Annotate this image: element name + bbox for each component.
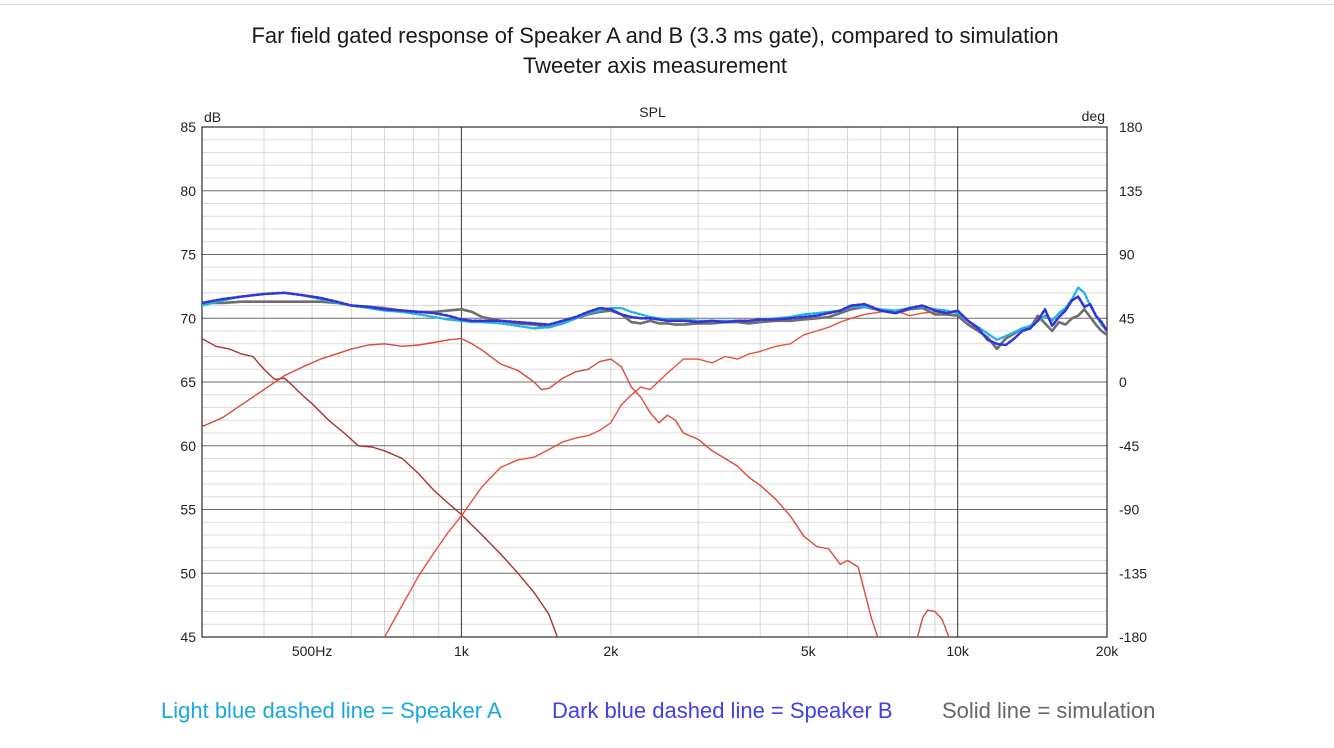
series-simulation [202, 300, 1107, 351]
x-tick-label: 20k [1096, 643, 1120, 659]
y2-tick-label: -180 [1119, 629, 1147, 645]
plot-frame [201, 126, 1108, 638]
y-tick-label: 50 [180, 565, 196, 581]
y2-axis-label: deg [1082, 108, 1105, 124]
y2-tick-label: 180 [1119, 119, 1143, 135]
axis-labels: 85 80 75 70 65 60 55 50 45 180 135 90 45 0 -45 -90 -135 -… [180, 119, 1147, 659]
x-tick-label: 10k [946, 643, 970, 659]
series-speaker-b [202, 291, 1107, 347]
legend-speaker-b: Dark blue dashed line = Speaker B [552, 698, 893, 723]
series-midrange-tail [916, 609, 950, 637]
legend-simulation: Solid line = simulation [942, 698, 1156, 723]
plot-title: SPL [639, 104, 666, 120]
y-tick-label: 80 [180, 183, 196, 199]
y-tick-label: 60 [180, 438, 196, 454]
series-woofer [202, 337, 550, 615]
y2-tick-label: 45 [1119, 310, 1135, 326]
major-grid [202, 127, 1107, 637]
series-speaker-a [202, 286, 1107, 342]
y-tick-label: 70 [180, 310, 196, 326]
y-tick-label: 85 [180, 119, 196, 135]
legend-speaker-a: Light blue dashed line = Speaker A [161, 698, 502, 723]
series-midrange [202, 337, 879, 637]
x-tick-label: 500Hz [292, 643, 332, 659]
y-tick-label: 55 [180, 502, 196, 518]
x-tick-label: 2k [603, 643, 619, 659]
y-tick-label: 45 [180, 629, 196, 645]
y-axis-label: dB [204, 109, 221, 125]
y2-tick-label: 0 [1119, 374, 1127, 390]
y-tick-label: 65 [180, 374, 196, 390]
series-woofer-tail [548, 613, 558, 637]
y2-tick-label: 135 [1119, 183, 1143, 199]
chart-subtitle: Tweeter axis measurement [522, 53, 788, 78]
y2-tick-label: 90 [1119, 247, 1135, 263]
x-tick-label: 5k [801, 643, 817, 659]
series-tweeter [383, 309, 959, 637]
series-layer [202, 286, 1107, 637]
y2-tick-label: -90 [1119, 502, 1139, 518]
y2-tick-label: -135 [1119, 565, 1147, 581]
y-tick-label: 75 [180, 247, 196, 263]
slide-border [0, 4, 1334, 748]
y2-tick-label: -45 [1119, 438, 1139, 454]
chart-title: Far field gated response of Speaker A an… [251, 23, 1059, 48]
x-tick-label: 1k [454, 643, 470, 659]
